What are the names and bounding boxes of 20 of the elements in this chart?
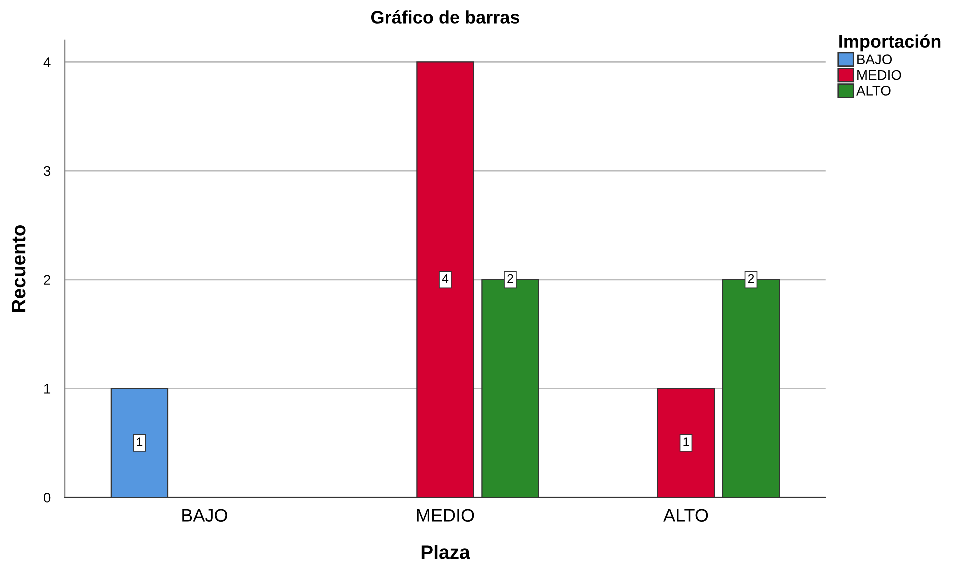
legend-title: Importación [840,34,941,52]
y-tick-label: 2 [44,275,50,285]
legend-label: ALTO [856,86,891,96]
x-axis-title: Plaza [422,544,470,560]
x-tick-label: ALTO [664,509,708,522]
data-label: 4 [442,274,449,284]
data-label: 1 [137,438,143,446]
y-tick-label: 4 [44,58,51,68]
y-tick-label: 3 [44,166,51,176]
y-tick-label: 1 [44,384,51,394]
legend-label: MEDIO [858,70,902,80]
chart-title: Gráfico de barras [371,10,520,24]
legend-label: BAJO [858,54,892,65]
y-axis-title: Recuento [12,225,26,312]
data-label: 2 [508,274,514,284]
x-tick-label: MEDIO [417,509,474,522]
data-label: 2 [748,274,754,284]
data-label: 1 [684,438,690,446]
y-tick-label: 0 [44,492,51,503]
x-tick-label: BAJO [182,509,228,522]
